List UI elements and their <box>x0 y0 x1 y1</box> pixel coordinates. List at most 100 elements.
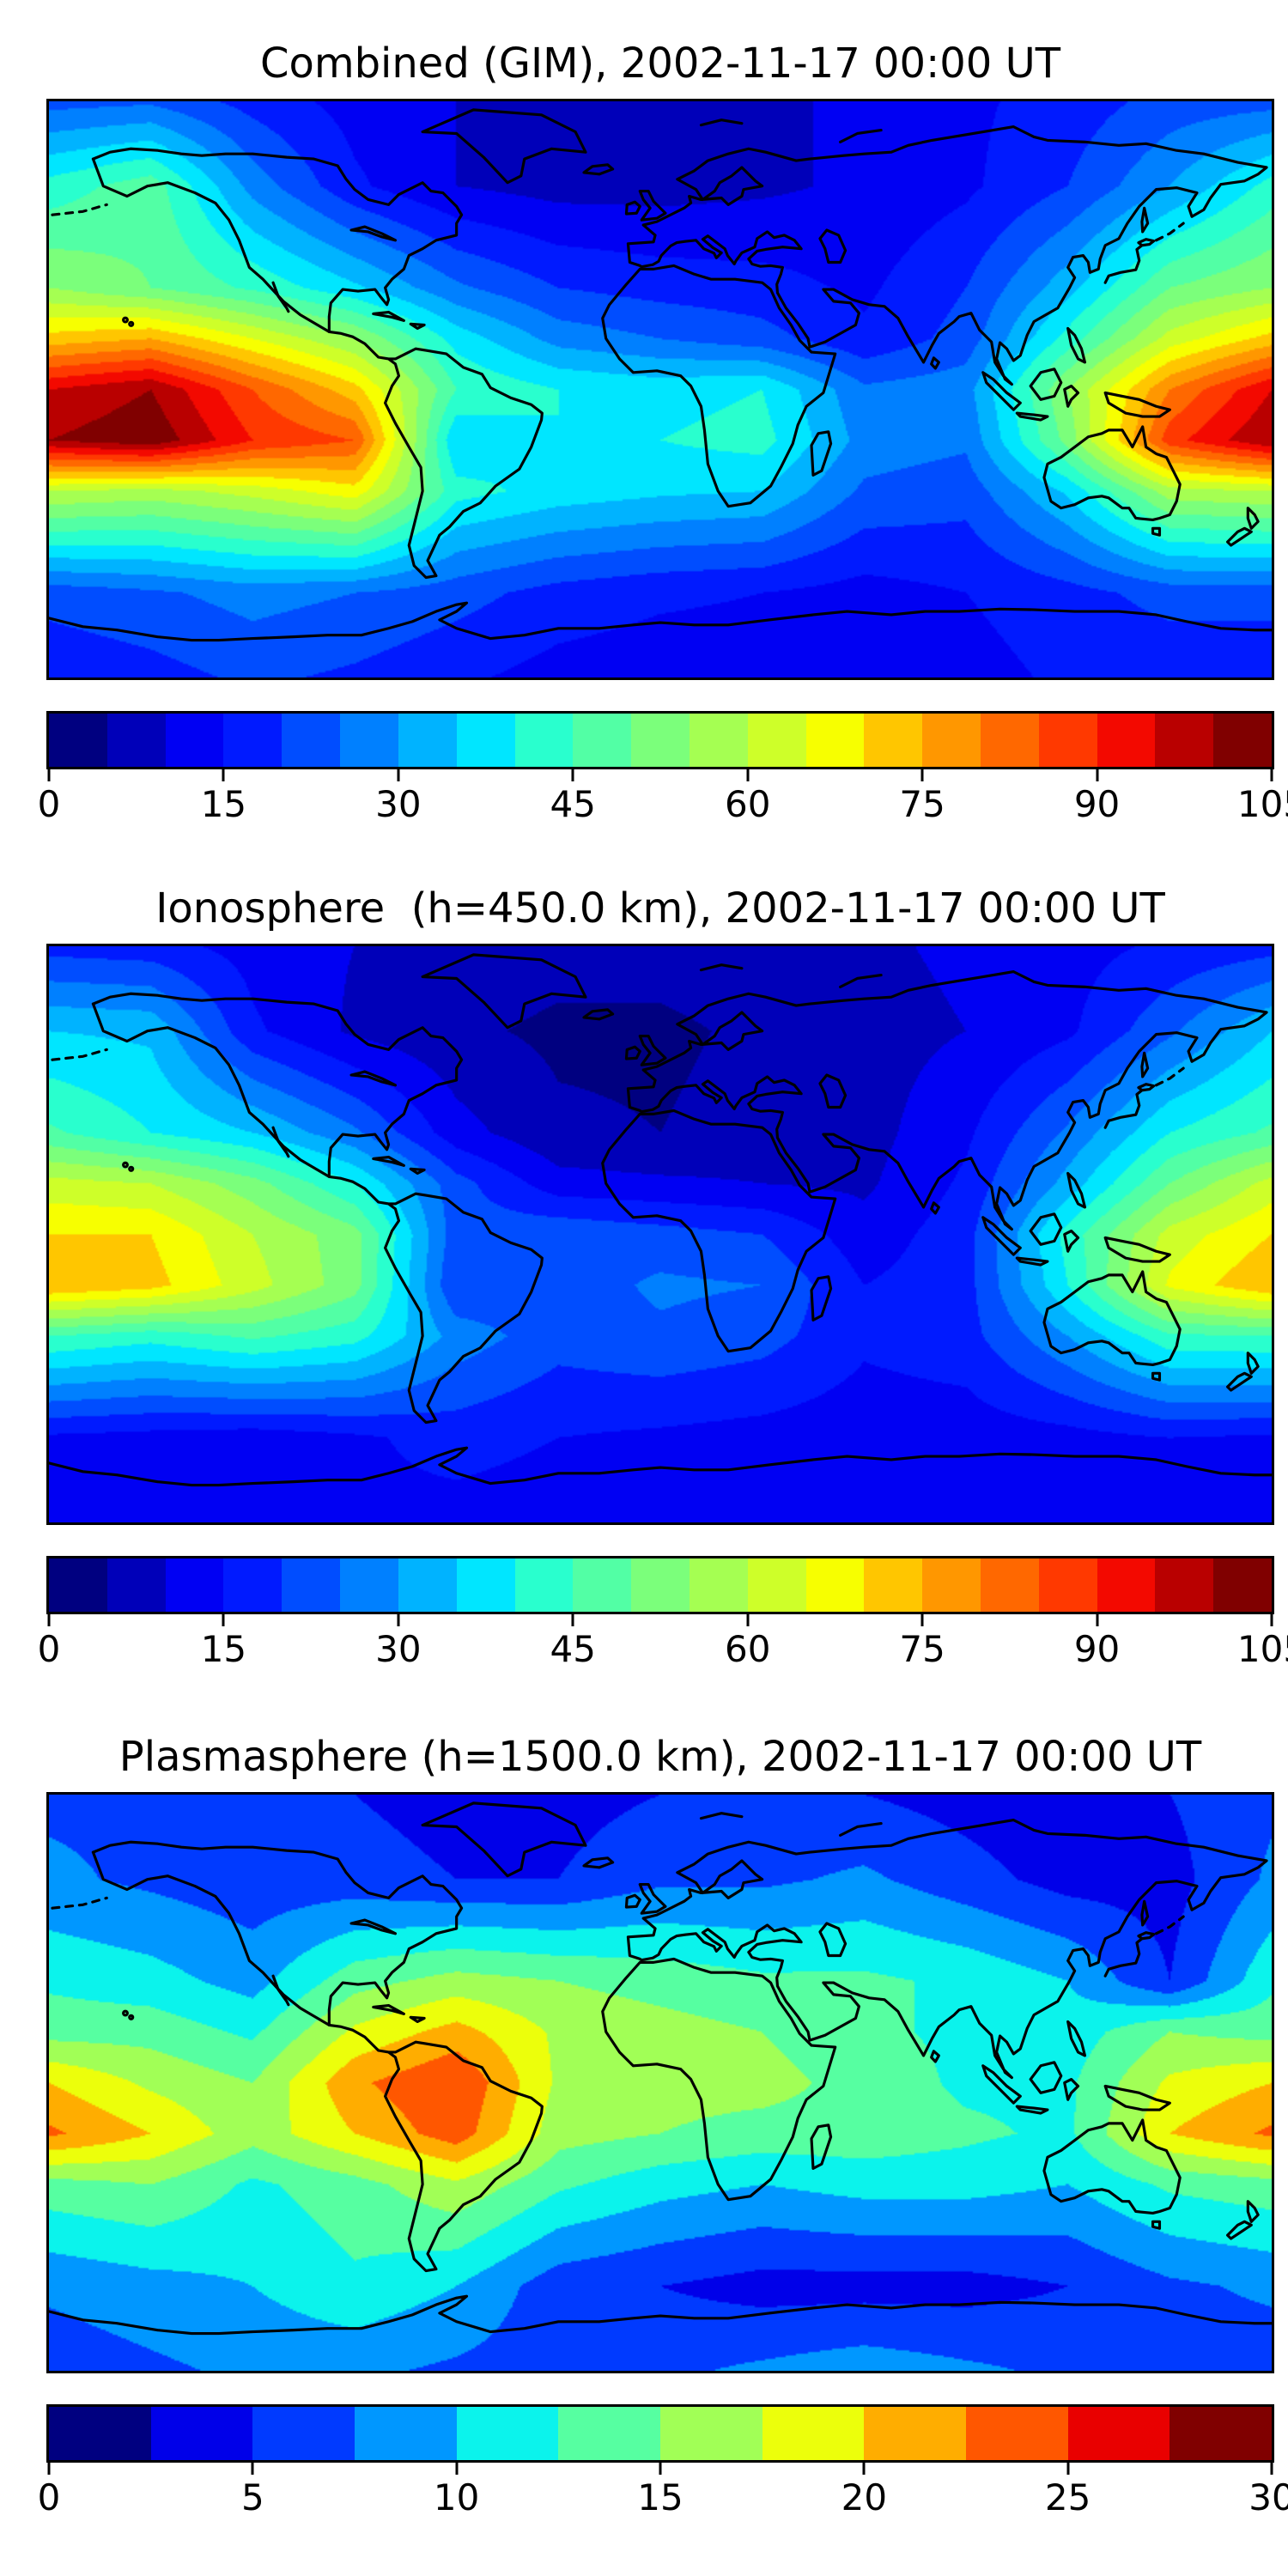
colorbar-segment <box>514 1558 574 1612</box>
colorbar-segment <box>1213 1558 1273 1612</box>
colorbar-tick-label: 90 <box>1073 783 1121 825</box>
colorbar-tick-mark <box>862 2463 866 2475</box>
map-ionosphere <box>46 944 1274 1525</box>
colorbar-segment <box>966 2407 1068 2460</box>
colorbar-tick-mark <box>1096 769 1099 781</box>
colorbar-tick-mark <box>1270 1614 1273 1626</box>
colorbar-tick-mark <box>222 769 225 781</box>
colorbar-tick-mark <box>397 1614 400 1626</box>
colorbar-segment <box>689 1558 748 1612</box>
colorbar-tick-label: 10 <box>433 2476 480 2518</box>
colorbar-tick-label: 0 <box>37 2476 61 2518</box>
colorbar-tick-mark <box>659 2463 662 2475</box>
colorbar-segment <box>864 714 923 767</box>
colorbar-segment <box>398 714 457 767</box>
colorbar-tick-label: 105 <box>1236 783 1288 825</box>
colorbar-segment <box>747 1558 806 1612</box>
colorbar-tick-mark <box>455 2463 459 2475</box>
colorbar-tick-label: 30 <box>375 783 422 825</box>
colorbar-tick-mark <box>571 769 574 781</box>
colorbar-tick-label: 0 <box>37 783 61 825</box>
colorbar-tick-mark <box>1096 1614 1099 1626</box>
colorbar-segment <box>922 714 981 767</box>
colorbar-segment <box>252 2407 355 2460</box>
colorbar-tick-label: 105 <box>1236 1628 1288 1670</box>
panel-title: Combined (GIM), 2002-11-17 00:00 UT <box>259 39 1061 88</box>
panel-combined-gim: Combined (GIM), 2002-11-17 00:00 UT 0 15 3… <box>0 0 1288 845</box>
colorbar <box>46 711 1274 769</box>
contour-field-canvas <box>49 101 1272 677</box>
colorbar-tick-mark <box>397 769 400 781</box>
colorbar-tick-label: 90 <box>1073 1628 1121 1670</box>
colorbar-segment <box>165 1558 224 1612</box>
map-plasmasphere <box>46 1792 1274 2373</box>
colorbar-segment <box>398 1558 457 1612</box>
colorbar-tick-mark <box>920 769 924 781</box>
colorbar-tick-mark <box>571 1614 574 1626</box>
colorbar-segment <box>223 714 283 767</box>
map-combined-gim <box>46 99 1274 680</box>
colorbar-segment <box>1170 2407 1273 2460</box>
panel-plasmasphere: Plasmasphere (h=1500.0 km), 2002-11-17 0… <box>0 1693 1288 2538</box>
colorbar-tick-mark <box>920 1614 924 1626</box>
colorbar-segment <box>165 714 224 767</box>
colorbar-segment <box>762 2407 865 2460</box>
colorbar-tick-mark <box>47 769 51 781</box>
colorbar-tick-mark <box>1270 2463 1273 2475</box>
colorbar-segment <box>1155 714 1214 767</box>
colorbar-segment <box>1213 714 1273 767</box>
colorbar-segment <box>1038 714 1097 767</box>
colorbar-tick-label: 0 <box>37 1628 61 1670</box>
colorbar-segment <box>223 1558 283 1612</box>
colorbar-segment <box>456 1558 515 1612</box>
colorbar-tick-label: 30 <box>375 1628 422 1670</box>
colorbar-tick-label: 60 <box>724 783 771 825</box>
colorbar-segment <box>514 714 574 767</box>
colorbar-segment <box>558 2407 661 2460</box>
panel-title: Plasmasphere (h=1500.0 km), 2002-11-17 0… <box>118 1733 1202 1781</box>
colorbar-tick-label: 15 <box>200 783 247 825</box>
colorbar-segment <box>864 1558 923 1612</box>
colorbar-segment <box>1097 1558 1156 1612</box>
colorbar-segment <box>106 714 166 767</box>
colorbar-tick-label: 15 <box>637 2476 683 2518</box>
colorbar-segment <box>981 714 1039 767</box>
colorbar-tick-label: 75 <box>899 783 945 825</box>
colorbar-tick-label: 20 <box>841 2476 888 2518</box>
colorbar-segment <box>282 1558 341 1612</box>
colorbar-segment <box>747 714 806 767</box>
colorbar-segment <box>631 714 690 767</box>
colorbar-segment <box>1155 1558 1214 1612</box>
colorbar <box>46 2404 1274 2463</box>
colorbar-tick-label: 5 <box>240 2476 264 2518</box>
colorbar-segment <box>49 2407 151 2460</box>
colorbar-tick-label: 15 <box>200 1628 247 1670</box>
colorbar-tick-label: 25 <box>1044 2476 1091 2518</box>
colorbar-segment <box>49 1558 107 1612</box>
colorbar-segment <box>282 714 341 767</box>
colorbar <box>46 1556 1274 1614</box>
colorbar-tick-label: 60 <box>724 1628 771 1670</box>
contour-field-canvas <box>49 1795 1272 2371</box>
colorbar-segment <box>49 714 107 767</box>
colorbar-segment <box>689 714 748 767</box>
colorbar-tick-mark <box>746 1614 750 1626</box>
colorbar-tick-mark <box>222 1614 225 1626</box>
coastlines-overlay <box>49 1801 1272 2336</box>
colorbar-segment <box>150 2407 253 2460</box>
colorbar-segment <box>805 714 865 767</box>
colorbar-segment <box>660 2407 762 2460</box>
contour-field-canvas <box>49 946 1272 1522</box>
colorbar-segment <box>573 1558 632 1612</box>
colorbar-segment <box>981 1558 1039 1612</box>
colorbar-segment <box>573 714 632 767</box>
colorbar-segment <box>864 2407 967 2460</box>
colorbar-tick-mark <box>47 2463 51 2475</box>
panel-title: Ionosphere (h=450.0 km), 2002-11-17 00:0… <box>155 884 1165 933</box>
coastlines-overlay <box>49 108 1272 642</box>
colorbar-tick-label: 45 <box>550 1628 597 1670</box>
coastlines-overlay <box>49 953 1272 1487</box>
colorbar-tick-mark <box>746 769 750 781</box>
colorbar-segment <box>631 1558 690 1612</box>
colorbar-segment <box>106 1558 166 1612</box>
